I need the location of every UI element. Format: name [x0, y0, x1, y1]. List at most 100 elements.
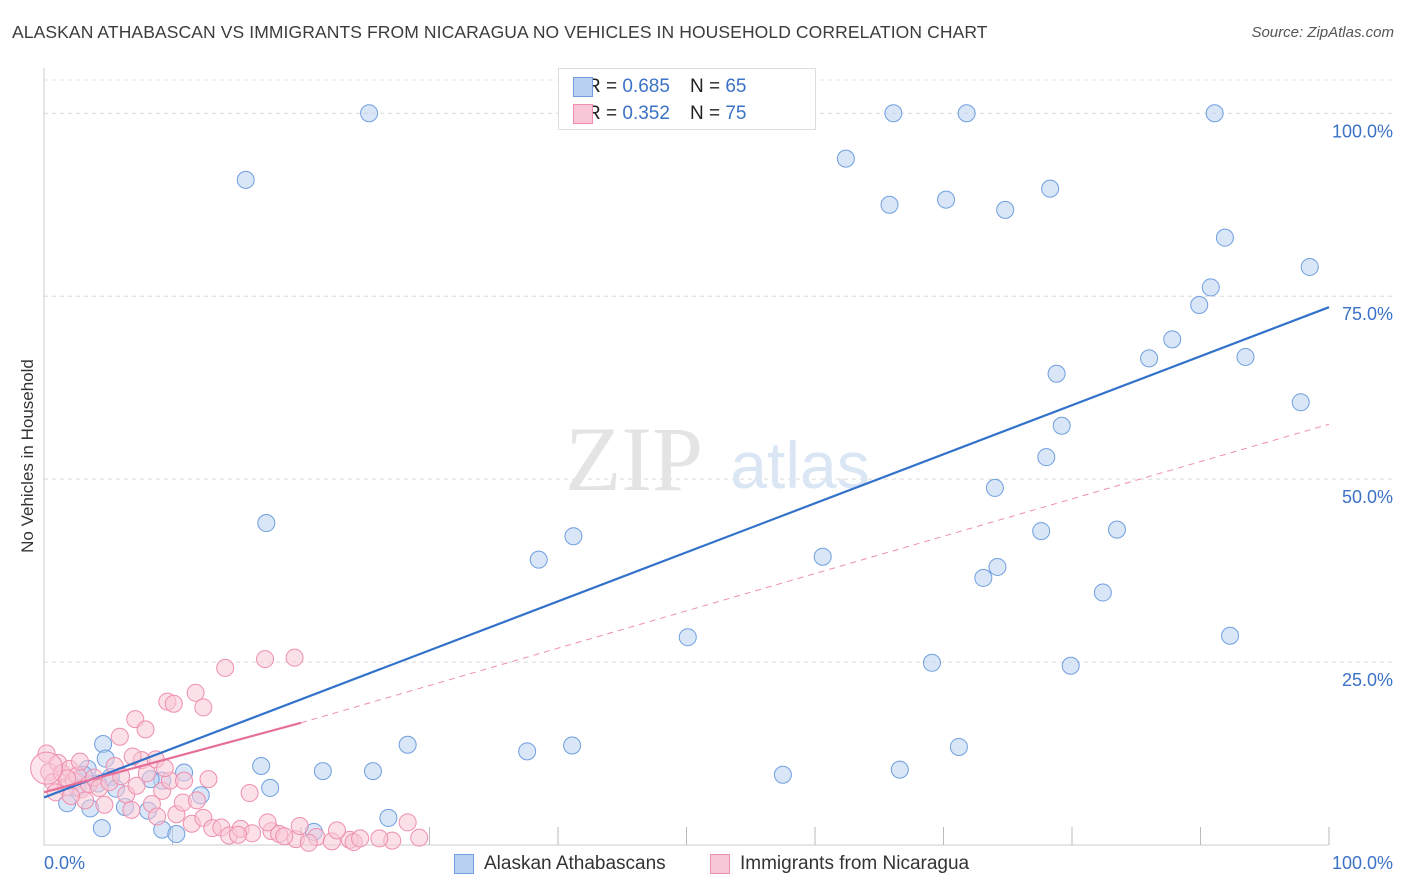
legend-n-value: 65 — [725, 76, 747, 97]
athabascan-point — [1140, 349, 1159, 368]
nicaragua-point — [398, 813, 417, 832]
athabascan-point — [922, 653, 941, 672]
bottom-legend-label: Immigrants from Nicaragua — [740, 853, 970, 874]
legend-r-label: R = — [587, 103, 618, 124]
athabascan-point — [252, 756, 271, 775]
athabascan-point — [1032, 522, 1051, 541]
nicaragua-point — [216, 658, 235, 677]
athabascan-point — [379, 808, 398, 827]
athabascan-point — [1291, 393, 1310, 412]
legend-swatch-pink — [573, 104, 593, 124]
athabascan-point — [1215, 228, 1234, 247]
nicaragua-trendline-extension — [300, 423, 1330, 724]
athabascan-point — [773, 765, 792, 784]
legend-row-athabascan: R = 0.685 N = 65 — [573, 75, 747, 99]
athabascan-point — [1190, 295, 1209, 314]
athabascan-point — [363, 762, 382, 781]
chart-title: ALASKAN ATHABASCAN VS IMMIGRANTS FROM NI… — [12, 22, 988, 42]
bottom-legend-nicaragua: Immigrants from Nicaragua — [710, 852, 969, 876]
athabascan-point — [884, 104, 903, 123]
athabascan-point — [1047, 364, 1066, 383]
athabascan-point — [937, 190, 956, 209]
athabascan-point — [398, 735, 417, 754]
nicaragua-point — [123, 747, 142, 766]
athabascan-point — [996, 200, 1015, 219]
y-tick-label: 25.0% — [1342, 670, 1393, 690]
correlation-legend: R = 0.685 N = 65 R = 0.352 N = 75 — [558, 68, 816, 130]
athabascan-point — [94, 735, 113, 754]
athabascan-point — [518, 742, 537, 761]
athabascan-point — [564, 527, 583, 546]
athabascan-point — [360, 104, 379, 123]
nicaragua-point — [327, 821, 346, 840]
y-tick-label: 75.0% — [1342, 304, 1393, 324]
legend-r-label: R = — [587, 76, 618, 97]
athabascan-point — [529, 550, 548, 569]
bottom-legend-swatch-blue — [454, 854, 474, 874]
athabascan-point — [261, 778, 280, 797]
athabascan-point — [1300, 257, 1319, 276]
athabascan-point — [167, 825, 186, 844]
nicaragua-point — [30, 751, 64, 785]
nicaragua-point — [70, 752, 89, 771]
nicaragua-point — [187, 791, 206, 810]
athabascan-point — [957, 104, 976, 123]
athabascan-point — [257, 514, 276, 533]
athabascan-point — [1061, 656, 1080, 675]
nicaragua-point — [351, 829, 370, 848]
y-tick-label: 50.0% — [1342, 487, 1393, 507]
nicaragua-point — [299, 833, 318, 852]
nicaragua-point — [110, 727, 129, 746]
legend-r-value: 0.352 — [622, 103, 670, 124]
watermark-zip: ZIP — [565, 408, 703, 510]
x-tick-label: 0.0% — [44, 853, 85, 873]
nicaragua-point — [410, 828, 429, 847]
athabascan-point — [1093, 583, 1112, 602]
legend-n-value: 75 — [725, 103, 747, 124]
athabascan-point — [890, 760, 909, 779]
nicaragua-point — [164, 694, 183, 713]
nicaragua-point — [122, 800, 141, 819]
athabascan-point — [985, 478, 1004, 497]
athabascan-trendline — [43, 306, 1330, 799]
athabascan-point — [1205, 104, 1224, 123]
athabascan-point — [236, 170, 255, 189]
nicaragua-point — [37, 744, 56, 763]
source-credit: Source: ZipAtlas.com — [1251, 24, 1394, 41]
nicaragua-point — [285, 648, 304, 667]
nicaragua-point — [186, 683, 205, 702]
athabascan-point — [1163, 330, 1182, 349]
athabascan-point — [92, 819, 111, 838]
nicaragua-point — [199, 770, 218, 789]
athabascan-point — [880, 195, 899, 214]
nicaragua-point — [175, 771, 194, 790]
bottom-legend-athabascan: Alaskan Athabascans — [454, 852, 666, 876]
nicaragua-point — [240, 784, 259, 803]
athabascan-point — [1236, 347, 1255, 366]
legend-r-value: 0.685 — [622, 76, 670, 97]
legend-row-nicaragua: R = 0.352 N = 75 — [573, 102, 747, 126]
athabascan-point — [1037, 448, 1056, 467]
nicaragua-point — [127, 776, 146, 795]
watermark-atlas: atlas — [730, 428, 869, 502]
athabascan-point — [974, 568, 993, 587]
legend-n-label: N = — [689, 103, 721, 124]
nicaragua-point — [229, 825, 248, 844]
athabascan-point — [313, 762, 332, 781]
nicaragua-point — [148, 807, 167, 826]
bottom-legend-label: Alaskan Athabascans — [484, 853, 666, 874]
athabascan-point — [1052, 416, 1071, 435]
athabascan-point — [988, 557, 1007, 576]
athabascan-point — [1041, 179, 1060, 198]
nicaragua-trendline — [43, 721, 302, 794]
nicaragua-point — [290, 816, 309, 835]
nicaragua-point — [258, 813, 277, 832]
athabascan-point — [836, 149, 855, 168]
nicaragua-point — [194, 698, 213, 717]
athabascan-point — [813, 547, 832, 566]
nicaragua-point — [95, 795, 114, 814]
athabascan-point — [563, 736, 582, 755]
legend-n-label: N = — [689, 76, 721, 97]
athabascan-point — [678, 628, 697, 647]
